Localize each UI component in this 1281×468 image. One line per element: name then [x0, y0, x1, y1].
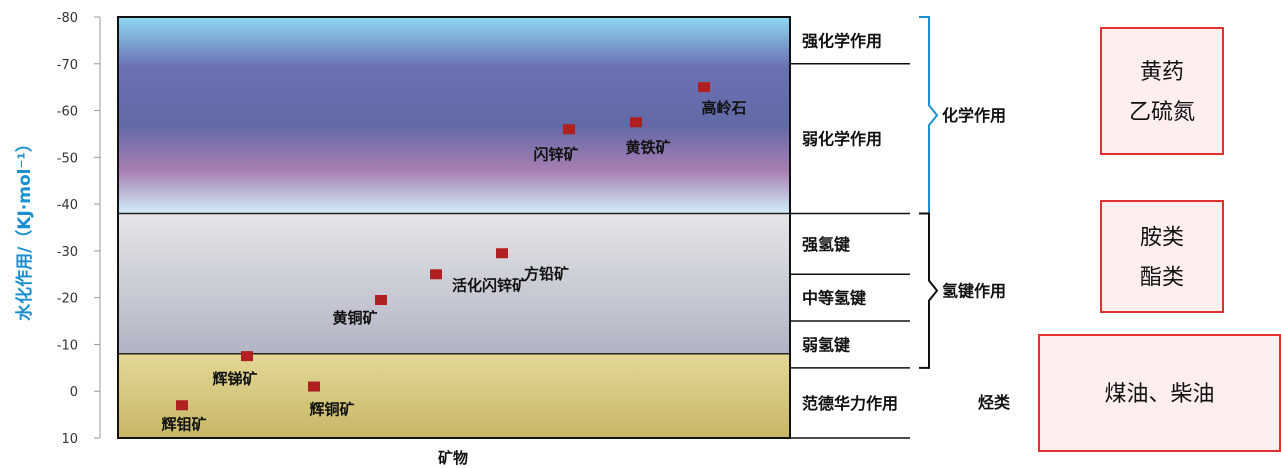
data-point — [430, 269, 442, 280]
group-bracket — [919, 212, 939, 369]
y-tick-label: -10 — [57, 338, 78, 353]
data-point — [496, 248, 508, 259]
y-tick-label: 10 — [61, 432, 78, 447]
reagent-box — [1100, 200, 1224, 313]
interaction-label: 强氢键 — [802, 235, 850, 254]
y-tick-label: -30 — [57, 245, 78, 260]
point-label: 高岭石 — [701, 99, 746, 117]
point-label: 闪锌矿 — [533, 145, 578, 163]
y-tick-label: -70 — [57, 58, 78, 73]
reagent-text: 乙硫氮 — [1129, 100, 1195, 125]
plot-frame — [117, 16, 791, 439]
y-tick-label: -60 — [57, 105, 78, 120]
band-chemical — [118, 17, 790, 214]
reagent-text: 酯类 — [1140, 266, 1184, 291]
y-tick-label: 0 — [70, 385, 78, 400]
interaction-label: 强化学作用 — [802, 31, 882, 50]
y-tick-label: -50 — [57, 151, 78, 166]
y-tick-label: -80 — [57, 11, 78, 26]
point-label: 辉锑矿 — [212, 370, 257, 388]
point-label: 黄铁矿 — [625, 138, 670, 156]
point-label: 辉铜矿 — [309, 401, 354, 419]
x-axis-label: 矿物 — [438, 449, 468, 467]
y-axis: -80 -70 -60 -50 -40 -30 -20 -10 0 10 — [57, 11, 101, 447]
band-hydrogen — [118, 213, 790, 354]
data-point — [308, 381, 320, 392]
data-point — [375, 295, 387, 306]
reagent-text: 胺类 — [1140, 226, 1184, 251]
reagent-text: 煤油、柴油 — [1104, 382, 1214, 407]
point-label: 方铅矿 — [524, 265, 569, 283]
y-axis-label: 水化作用/（KJ·mol⁻¹） — [14, 135, 35, 321]
data-point — [241, 351, 253, 362]
data-point — [698, 82, 710, 93]
point-label: 黄铜矿 — [332, 309, 377, 327]
group-label: 化学作用 — [942, 106, 1006, 125]
background-bands — [118, 17, 790, 438]
reagent-text: 黄药 — [1140, 60, 1184, 85]
y-tick-label: -40 — [57, 198, 78, 213]
y-tick-label: -20 — [57, 292, 78, 307]
reagent-box — [1100, 27, 1224, 155]
group-label: 氢键作用 — [942, 282, 1006, 301]
data-point — [563, 124, 575, 135]
interaction-label: 中等氢键 — [802, 289, 866, 308]
point-label: 活化闪锌矿 — [452, 276, 527, 294]
interaction-label: 弱氢键 — [802, 335, 850, 354]
data-point — [630, 117, 642, 128]
reagent-box — [1038, 334, 1281, 452]
band-vdw — [118, 353, 790, 438]
interaction-label: 范德华力作用 — [802, 394, 898, 413]
data-point — [176, 400, 188, 411]
point-label: 辉钼矿 — [161, 415, 206, 433]
interaction-label: 弱化学作用 — [802, 130, 882, 149]
group-bracket — [919, 16, 939, 215]
vdw-reagent-label: 烃类 — [978, 393, 1011, 412]
